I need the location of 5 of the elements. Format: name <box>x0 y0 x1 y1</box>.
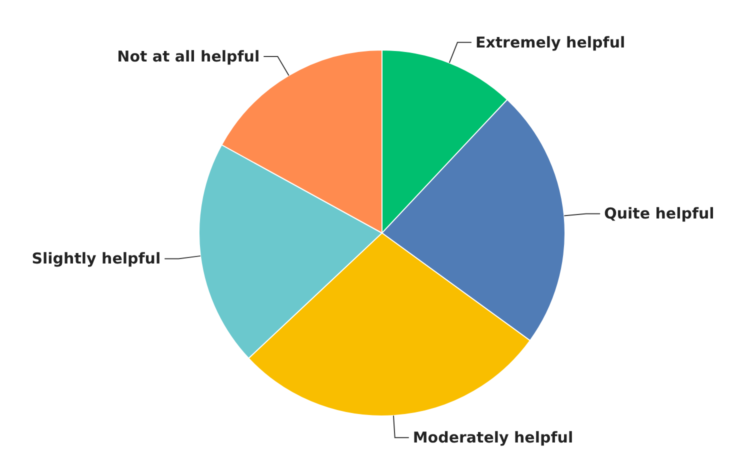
slice-label: Not at all helpful <box>117 48 260 66</box>
slice-label: Extremely helpful <box>475 33 626 52</box>
slice-label: Moderately helpful <box>412 428 574 447</box>
slice-label: Slightly helpful <box>32 250 161 268</box>
slice-label: Quite helpful <box>604 204 714 223</box>
